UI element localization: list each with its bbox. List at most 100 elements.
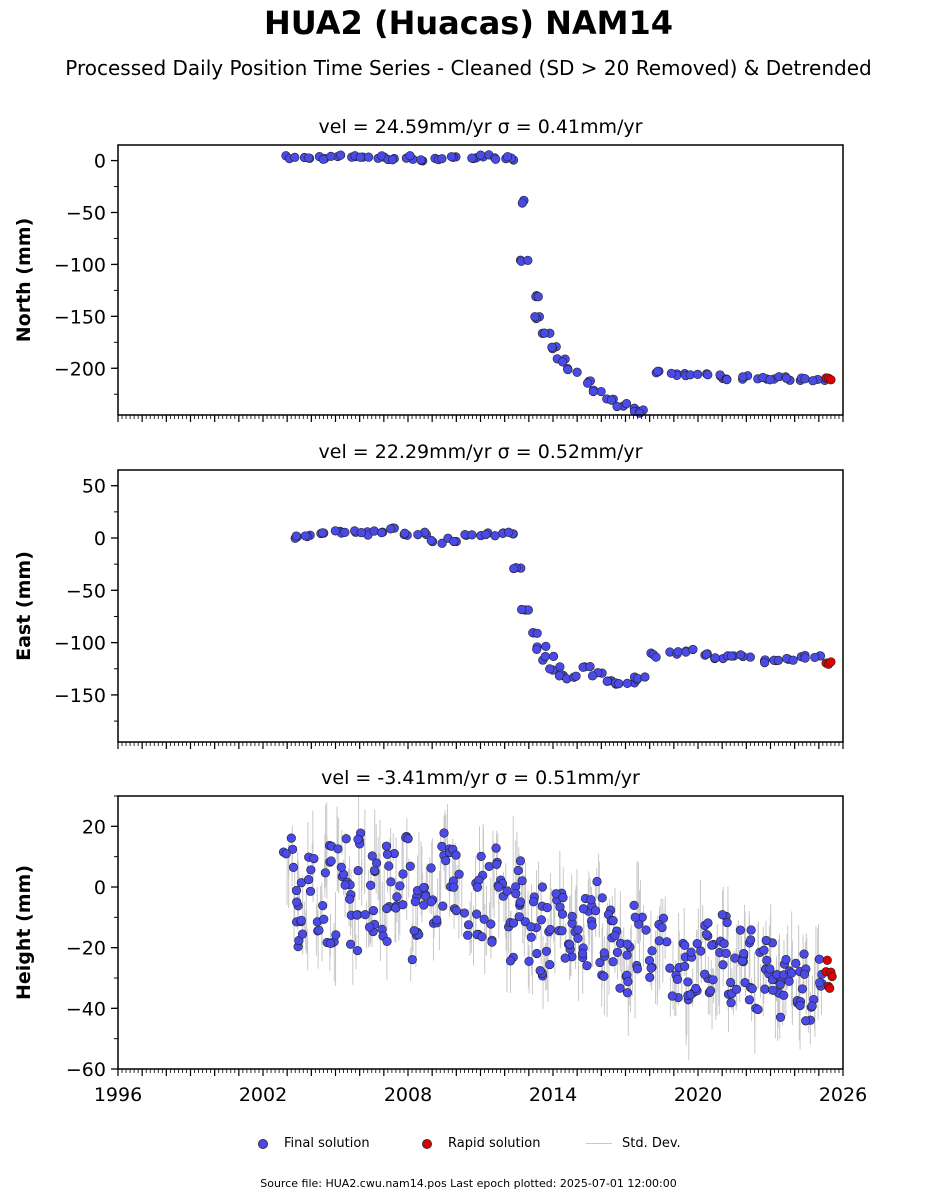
final-solution-point bbox=[333, 844, 343, 854]
final-solution-point bbox=[596, 386, 606, 397]
final-solution-point bbox=[573, 925, 583, 935]
final-solution-point bbox=[765, 964, 775, 974]
final-solution-point bbox=[376, 528, 387, 538]
final-solution-point bbox=[395, 881, 405, 891]
final-solution-point bbox=[708, 975, 718, 985]
final-solution-point bbox=[432, 915, 442, 925]
final-solution-point bbox=[702, 649, 712, 659]
rapid-solution-point bbox=[822, 955, 832, 965]
final-solution-point bbox=[491, 843, 501, 853]
final-solution-point bbox=[463, 920, 474, 930]
final-solution-point bbox=[405, 861, 415, 871]
final-solution-point bbox=[409, 926, 419, 936]
final-solution-point bbox=[701, 929, 712, 940]
final-solution-point bbox=[505, 956, 516, 966]
final-solution-point bbox=[646, 963, 656, 973]
x-tick-label: 2020 bbox=[674, 1084, 722, 1106]
final-solution-point bbox=[476, 851, 486, 861]
final-solution-point bbox=[737, 956, 747, 966]
y-axis-label-2: East (mm) bbox=[13, 551, 35, 661]
legend-item-rapid: Rapid solution bbox=[422, 1136, 540, 1151]
final-solution-point bbox=[595, 957, 605, 968]
final-solution-point bbox=[622, 939, 632, 949]
figure-title: HUA2 (Huacas) NAM14 bbox=[263, 4, 674, 42]
final-solution-point bbox=[815, 978, 825, 988]
final-solution-point bbox=[426, 863, 436, 873]
final-solution-point bbox=[622, 678, 632, 689]
final-solution-point bbox=[640, 672, 650, 682]
final-solution-point bbox=[599, 948, 609, 958]
final-solution-point bbox=[320, 868, 330, 878]
final-solution-point bbox=[454, 869, 464, 879]
final-solution-point bbox=[693, 369, 703, 380]
final-solution-point bbox=[398, 900, 408, 910]
final-solution-point bbox=[353, 834, 363, 844]
rapid-solution-point bbox=[826, 657, 836, 667]
final-solution-point bbox=[340, 880, 350, 890]
final-solution-point bbox=[722, 917, 732, 928]
std-dev-line-icon bbox=[586, 1143, 612, 1144]
final-solution-point bbox=[635, 408, 645, 418]
final-solution-point bbox=[419, 882, 429, 893]
y-tick-label: 0 bbox=[94, 151, 106, 173]
final-solution-point bbox=[486, 919, 496, 929]
final-solution-point bbox=[647, 946, 657, 956]
final-solution-point bbox=[683, 977, 693, 987]
final-solution-point bbox=[286, 833, 296, 843]
final-solution-point bbox=[571, 671, 581, 681]
final-solution-point bbox=[799, 949, 809, 959]
final-solution-point bbox=[449, 882, 459, 892]
final-solution-point bbox=[382, 849, 392, 859]
y-tick-label: 20 bbox=[82, 816, 106, 838]
final-solution-point bbox=[641, 925, 651, 935]
final-solution-point bbox=[558, 893, 568, 903]
final-solution-point bbox=[608, 915, 618, 926]
final-solution-point bbox=[718, 960, 728, 970]
final-solution-point bbox=[481, 529, 491, 540]
panel-frame-2 bbox=[117, 469, 844, 743]
final-solution-point bbox=[658, 913, 669, 923]
final-solution-point bbox=[545, 664, 555, 674]
final-solution-point bbox=[537, 882, 548, 892]
final-solution-point bbox=[366, 880, 376, 890]
final-solution-point bbox=[477, 932, 487, 942]
final-solution-point bbox=[680, 940, 690, 950]
final-solution-point bbox=[606, 395, 617, 405]
final-solution-point bbox=[590, 906, 601, 916]
final-solution-point bbox=[524, 956, 534, 966]
final-solution-point bbox=[781, 373, 791, 383]
final-solution-point bbox=[760, 984, 770, 994]
final-solution-point bbox=[345, 894, 355, 904]
final-solution-point bbox=[306, 865, 316, 875]
final-solution-point bbox=[511, 889, 521, 899]
x-tick-label: 2008 bbox=[384, 1084, 432, 1106]
final-solution-point bbox=[491, 154, 501, 164]
legend-label-rapid: Rapid solution bbox=[448, 1136, 541, 1151]
final-solution-point bbox=[539, 328, 549, 338]
final-solution-point bbox=[621, 399, 632, 409]
final-solution-point bbox=[528, 897, 539, 907]
final-solution-point bbox=[602, 676, 612, 686]
final-solution-point bbox=[364, 922, 375, 932]
y-tick-label: 50 bbox=[82, 476, 106, 498]
final-solution-point bbox=[599, 971, 609, 981]
final-solution-point bbox=[476, 150, 486, 160]
final-solution-point bbox=[304, 874, 314, 885]
final-solution-point bbox=[630, 912, 640, 922]
final-solution-point bbox=[558, 357, 568, 367]
final-solution-point bbox=[281, 849, 291, 859]
final-solution-point bbox=[517, 198, 527, 208]
final-solution-point bbox=[700, 969, 710, 979]
final-solution-point bbox=[368, 905, 379, 916]
final-solution-point bbox=[765, 375, 775, 385]
final-solution-point bbox=[703, 918, 713, 928]
rapid-solution-point bbox=[825, 983, 835, 993]
final-solution-point bbox=[513, 865, 523, 876]
final-solution-point bbox=[291, 531, 301, 541]
final-solution-point bbox=[515, 856, 526, 866]
final-solution-point bbox=[696, 946, 706, 956]
final-solution-point bbox=[420, 891, 431, 901]
final-solution-point bbox=[800, 653, 810, 663]
final-solution-point bbox=[726, 977, 736, 988]
final-solution-point bbox=[288, 844, 298, 854]
